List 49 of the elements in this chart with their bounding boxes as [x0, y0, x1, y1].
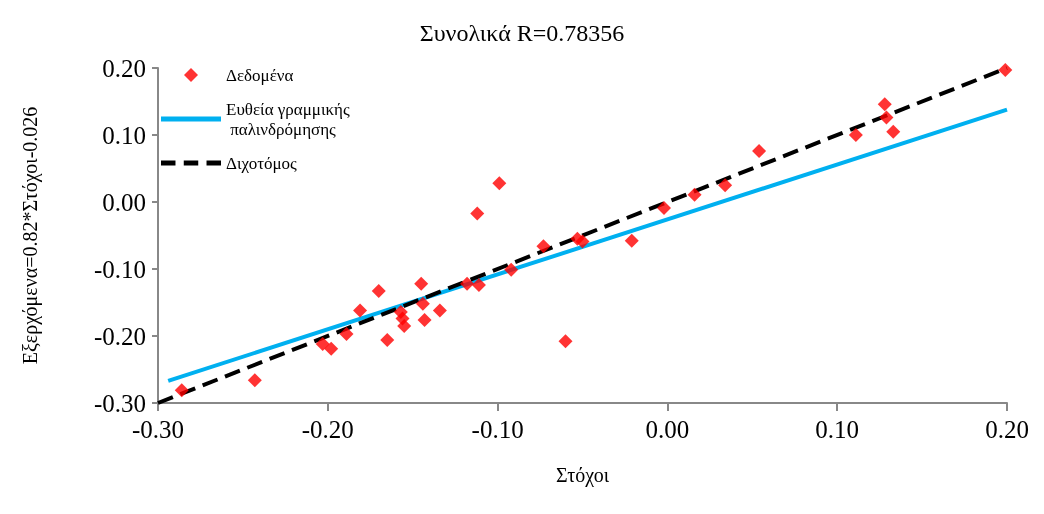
x-tick-label: 0.10	[815, 416, 860, 443]
y-tick-label: 0.20	[102, 54, 146, 82]
point	[380, 333, 395, 348]
x-tick-label: -0.30	[131, 416, 185, 443]
point	[417, 312, 432, 327]
point	[879, 110, 894, 125]
point	[536, 239, 551, 254]
point	[504, 262, 519, 277]
point	[432, 303, 447, 318]
point	[415, 296, 430, 311]
y-axis-title: Εξερχόμενα=0.82*Στόχοι-0.026	[19, 106, 42, 365]
point	[718, 178, 733, 193]
x-axis-title: Στόχοι	[555, 464, 610, 487]
point	[315, 337, 330, 352]
point	[470, 206, 485, 221]
x-tick-label: -0.10	[471, 416, 524, 443]
y-tick-label: -0.20	[93, 322, 146, 350]
legend-label: Διχοτόμος	[226, 153, 298, 173]
point	[575, 234, 590, 249]
point	[324, 341, 339, 356]
point	[397, 318, 412, 333]
point	[460, 276, 475, 291]
point	[492, 176, 507, 191]
x-tick-label: 0.20	[985, 416, 1029, 443]
point	[339, 326, 354, 341]
legend-label: Δεδομένα	[226, 65, 294, 85]
point	[353, 303, 368, 318]
point	[998, 63, 1013, 78]
chart-title: Συνολικά R=0.78356	[419, 20, 625, 46]
point	[558, 334, 573, 349]
point	[471, 278, 486, 293]
point	[886, 124, 901, 139]
point	[414, 276, 429, 291]
y-tick-label: -0.30	[93, 389, 146, 417]
point	[687, 187, 702, 202]
point	[848, 128, 863, 142]
y-tick-label: 0.00	[102, 188, 146, 216]
point	[247, 373, 262, 388]
point	[174, 383, 189, 398]
legend-label: Ευθεία γραμμικής παλινδρόμησης	[226, 99, 350, 139]
x-tick-label: 0.00	[645, 416, 690, 443]
y-tick-label: 0.10	[102, 121, 146, 149]
point	[624, 233, 639, 248]
point	[371, 284, 386, 299]
x-tick-label: -0.20	[301, 416, 354, 443]
point	[657, 201, 671, 216]
y-tick-label: -0.10	[93, 255, 146, 283]
point	[752, 144, 767, 159]
point	[877, 97, 892, 112]
